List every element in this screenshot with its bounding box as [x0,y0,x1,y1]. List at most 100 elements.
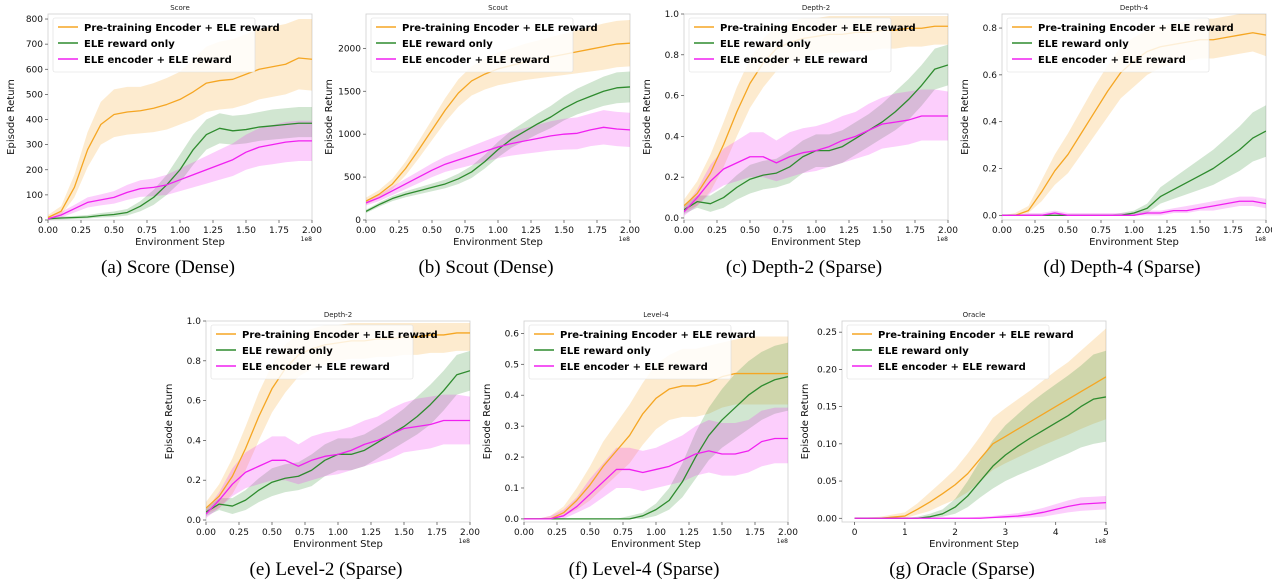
y-tick-label: 0.8 [665,51,680,61]
y-tick-label: 0.4 [505,391,520,401]
x-multiplier: 1e8 [937,236,949,243]
band-reward-only [366,71,630,214]
y-tick-label: 1.0 [187,317,202,327]
x-tick-label: 0.00 [992,226,1012,236]
legend [370,17,574,73]
x-tick-label: 2.00 [778,528,798,538]
x-tick-label: 0.75 [295,528,315,538]
y-tick-label: 0.0 [187,516,202,526]
caption-oracle: (g) Oracle (Sparse) [889,559,1035,580]
legend-label-pretrain: Pre-training Encoder + ELE reward [1038,23,1234,34]
legend [688,17,892,73]
caption-depth-4: (d) Depth-4 (Sparse) [1043,257,1201,278]
x-tick-label: 0.00 [514,528,534,538]
caption-depth-2: (c) Depth-2 (Sparse) [725,257,883,278]
x-multiplier: 1e8 [459,538,471,545]
y-tick-label: 0.4 [983,118,998,128]
line-encoder [684,115,948,213]
y-tick-label: 0.4 [187,436,202,446]
chart-title: Depth-2 [324,311,352,319]
x-tick-label: 0.50 [740,226,760,236]
x-tick-label: 0 [852,528,858,538]
band-reward-only [206,350,470,517]
legend-label-reward-only: ELE reward only [560,346,651,357]
x-tick-label: 0.00 [38,226,58,236]
y-tick-label: 0.4 [665,132,680,142]
x-tick-label: 0.75 [773,226,793,236]
line-encoder [366,126,630,204]
chart-title: Oracle [963,311,986,319]
legend-label-pretrain: Pre-training Encoder + ELE reward [878,330,1074,341]
y-tick-label: 2000 [338,44,361,54]
legend-label-encoder: ELE encoder + ELE reward [84,55,232,66]
band-encoder [684,89,948,216]
x-tick-label: 1.25 [361,528,381,538]
x-tick-label: 2 [952,528,958,538]
x-multiplier: 1e8 [777,538,789,545]
line-encoder [48,140,312,220]
legend [1006,17,1210,73]
x-tick-label: 0.00 [674,226,694,236]
y-tick-label: 800 [26,15,43,25]
x-axis-label: Environment Step [453,237,543,248]
x-axis-label: Environment Step [771,237,861,248]
x-multiplier: 1e8 [1095,538,1107,545]
x-tick-label: 2.00 [620,226,640,236]
legend-label-pretrain: Pre-training Encoder + ELE reward [242,330,438,341]
caption-score: (a) Score (Dense) [101,257,235,278]
legend-label-encoder: ELE encoder + ELE reward [720,55,868,66]
y-tick-label: 700 [26,40,43,50]
line-reward-only [366,86,630,212]
x-tick-label: 1.75 [427,528,447,538]
x-tick-label: 1.75 [587,226,607,236]
legend-label-pretrain: Pre-training Encoder + ELE reward [84,23,280,34]
y-tick-label: 0.0 [665,214,680,224]
y-tick-label: 1.0 [665,10,680,20]
x-axis-label: Environment Step [293,539,383,550]
band-reward-only [48,106,312,220]
x-tick-label: 1.75 [1223,226,1243,236]
band-encoder [366,110,630,206]
x-tick-label: 0.75 [455,226,475,236]
line-reward-only [1002,130,1266,216]
caption-level-2: (e) Level-2 (Sparse) [249,559,403,580]
y-axis-label: Episode Return [164,384,175,460]
x-tick-label: 1.75 [905,226,925,236]
legend-label-pretrain: Pre-training Encoder + ELE reward [560,330,756,341]
x-tick-label: 0.50 [104,226,124,236]
legend-label-pretrain: Pre-training Encoder + ELE reward [402,23,598,34]
legend [52,17,256,73]
legend-label-encoder: ELE encoder + ELE reward [402,55,550,66]
chart-title: Scout [488,4,508,12]
x-tick-label: 0.00 [356,226,376,236]
y-tick-label: 0.3 [505,422,519,432]
y-axis-label: Episode Return [324,79,335,155]
x-tick-label: 5 [1103,528,1109,538]
legend-label-reward-only: ELE reward only [878,346,969,357]
line-reward-only [524,376,788,520]
x-tick-label: 1.25 [1157,226,1177,236]
x-tick-label: 0.25 [707,226,727,236]
chart-level-4: Level-4 0.0 0.1 0.2 0.3 0.4 0.5 0.6 0.00 0.25 0.50… [482,311,798,550]
y-tick-label: 0.0 [983,211,998,221]
line-encoder [206,419,470,515]
y-tick-label: 500 [344,173,361,183]
band-encoder [206,394,470,519]
y-tick-label: 0.6 [505,329,520,339]
x-tick-label: 1.25 [521,226,541,236]
y-axis-label: Episode Return [960,79,971,155]
legend-label-reward-only: ELE reward only [720,39,811,50]
x-tick-label: 2.00 [1256,226,1272,236]
chart-level-2: Depth-2 0.0 0.2 0.4 0.6 0.8 1.0 0.00 0.25 0.50 0.7… [164,311,480,550]
x-tick-label: 0.25 [547,528,567,538]
x-tick-label: 1.00 [488,226,508,236]
y-axis-label: Episode Return [482,384,493,460]
x-tick-label: 2.00 [302,226,322,236]
y-tick-label: 0.00 [817,514,837,524]
x-tick-label: 0.25 [389,226,409,236]
y-tick-label: 200 [26,166,43,176]
y-tick-label: 600 [26,65,43,75]
y-tick-label: 0.25 [817,328,837,338]
legend-label-reward-only: ELE reward only [1038,39,1129,50]
x-tick-label: 1.50 [872,226,892,236]
